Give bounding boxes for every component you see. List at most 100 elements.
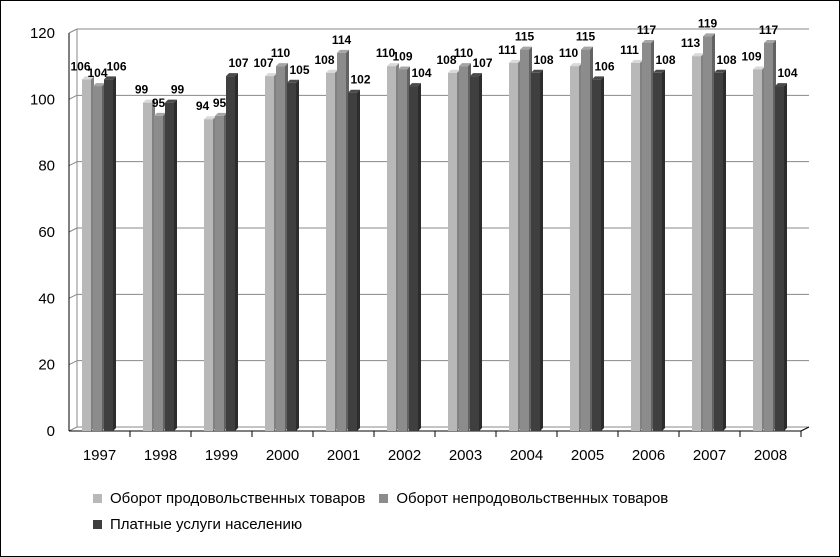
data-label: 106 [106,59,126,73]
bar [409,86,418,432]
bar [93,86,102,432]
y-tick-label: 100 [30,91,55,108]
bar [459,66,468,432]
y-tick-label: 0 [47,423,55,440]
bar-side [296,79,299,431]
bar-top [531,69,543,73]
gridline-depth [68,161,78,167]
gridline-depth [68,227,78,233]
bar [143,102,152,432]
bar [226,76,235,431]
bar-top [82,76,94,80]
bar [387,66,396,432]
bar [764,42,773,431]
bar-side [479,73,482,431]
bar-side [357,89,360,431]
bar [104,79,113,431]
bar [642,42,651,431]
bar [592,79,601,431]
x-tick-label: 1997 [83,447,116,464]
data-label: 110 [559,46,579,60]
bar-top [520,46,532,50]
x-tick-label: 2007 [693,447,726,464]
bar [692,56,701,431]
bar-top [692,53,704,57]
bar-top [215,112,227,116]
bar-top [459,63,471,67]
data-label: 110 [454,46,474,60]
legend-swatch-nonfood [379,493,389,503]
y-tick-label: 20 [38,357,55,374]
bar-top [348,89,360,93]
legend-item-food: Оборот продовольственных товаров [93,490,365,507]
bar-side [174,99,177,432]
bar [448,72,457,432]
bar [570,66,579,432]
bar [287,82,296,431]
bar-top [276,63,288,67]
bar-top [775,83,787,87]
bar [204,119,213,431]
bar-top [653,69,665,73]
legend-item-nonfood: Оборот непродовольственных товаров [379,490,668,507]
data-label: 119 [698,16,718,30]
data-label: 95 [152,96,166,110]
bar-top [409,83,421,87]
bar-top [642,39,654,43]
bar [631,62,640,431]
data-label: 115 [515,30,535,44]
x-tick-label: 1999 [205,447,238,464]
bar-top [326,69,338,73]
bar [337,52,346,432]
bar-top [93,83,105,87]
bar [82,79,91,431]
bar-top [470,73,482,77]
bar-chart: 0204060801001201997106104106199899959919… [30,16,810,464]
bar-side [784,83,787,432]
data-label: 108 [533,53,553,67]
bar-side [601,76,604,431]
bar-top [337,49,349,53]
data-label: 109 [392,49,412,63]
data-label: 108 [314,53,334,67]
data-label: 106 [70,59,90,73]
bar-side [662,69,665,432]
bar [531,72,540,432]
y-tick-label: 80 [38,158,55,175]
bar-top [764,39,776,43]
y-tick-label: 40 [38,290,55,307]
bar-top [509,59,521,63]
data-label: 99 [135,83,149,97]
gridline-depth [68,426,78,432]
legend-swatch-services [93,519,102,529]
data-label: 104 [87,66,107,80]
data-label: 108 [436,53,456,67]
bar [714,72,723,432]
bar-top [226,73,238,77]
bar-side [418,83,421,432]
bar [398,69,407,431]
legend-label-food: Оборот продовольственных товаров [110,489,366,507]
bar-top [570,63,582,67]
bar-top [204,116,216,120]
x-tick-label: 1998 [144,447,177,464]
legend-label-services: Платные услуги населению [110,515,303,533]
bar-top [703,33,715,37]
bar-side [235,73,238,431]
bar-top [448,69,460,73]
bar [653,72,662,432]
data-label: 109 [741,49,761,63]
x-axis-depth [800,426,810,432]
bar-top [104,76,116,80]
data-label: 104 [411,66,431,80]
bar [276,66,285,432]
data-label: 113 [681,36,701,50]
data-label: 94 [196,99,210,113]
data-label: 108 [716,53,736,67]
bar [165,102,174,432]
bar [753,69,762,431]
y-tick-label: 60 [38,224,55,241]
data-label: 105 [289,63,309,77]
bar-side [113,76,116,431]
